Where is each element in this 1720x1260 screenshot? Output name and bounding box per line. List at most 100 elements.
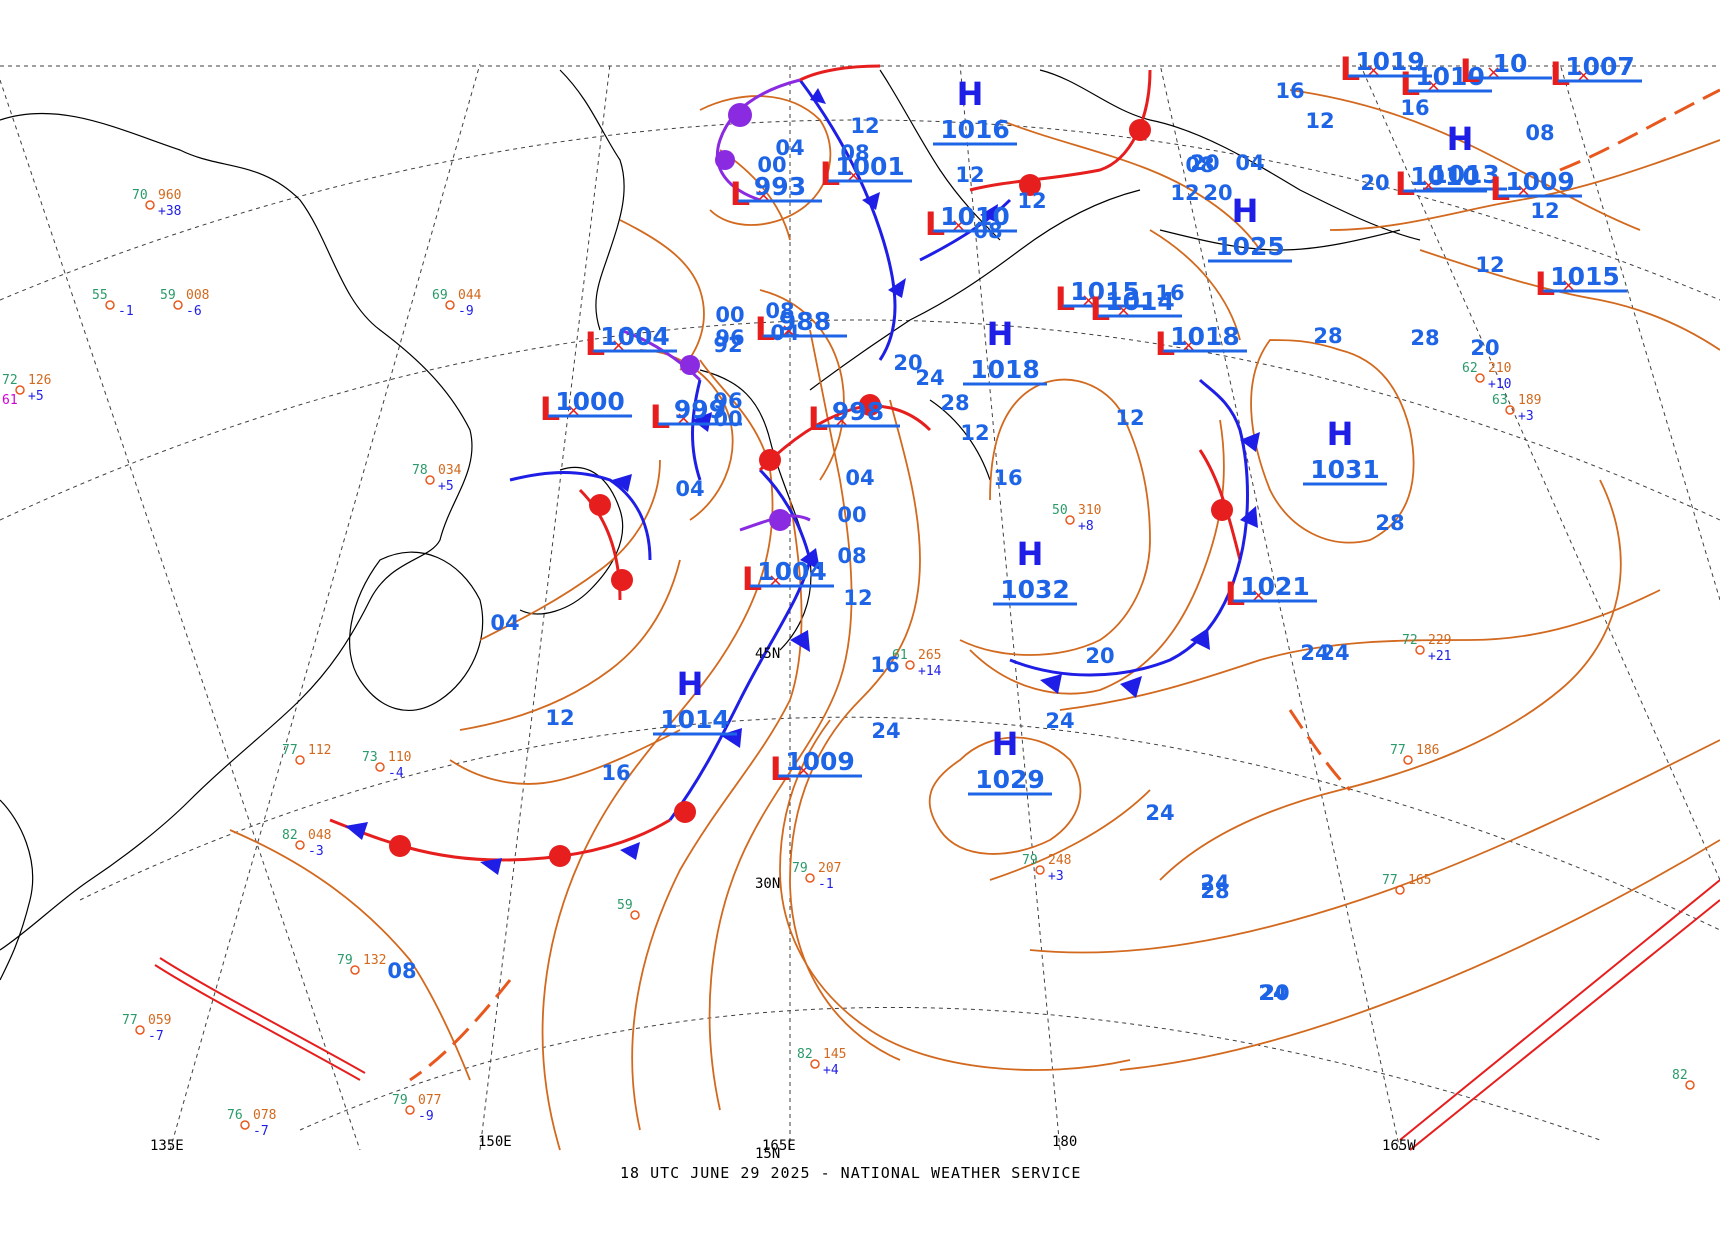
low-letter: L	[808, 400, 828, 438]
low-letter: L	[1340, 50, 1360, 88]
isobar-label: 24	[1320, 641, 1349, 665]
low-letter: L	[650, 398, 670, 436]
low-letter: L	[755, 310, 775, 348]
station-temp: 59	[617, 898, 633, 913]
station-plot: 82 048-3	[282, 828, 331, 859]
isobar-label: 12	[1017, 189, 1046, 213]
station-tendency: -4	[388, 766, 404, 781]
station-pressure: 145	[823, 1047, 846, 1062]
station-circle-icon	[1505, 405, 1515, 415]
station-temp: 82	[797, 1047, 813, 1062]
low-pressure-center: L ×1009	[770, 747, 862, 788]
isobar-label: 16	[1155, 281, 1184, 305]
low-pressure-center: L ×993	[730, 172, 822, 213]
high-letter: H	[1447, 120, 1474, 158]
center-pressure: 1014	[1105, 287, 1175, 316]
center-pressure: 1029	[975, 765, 1045, 794]
isobar-label: 16	[993, 466, 1022, 490]
isobar-label: 24	[1258, 981, 1287, 1005]
low-pressure-center: L ×1009	[1490, 167, 1582, 208]
station-pressure: 078	[253, 1108, 276, 1123]
station-temp: 72	[1402, 633, 1418, 648]
low-pressure-center: L ×988	[755, 307, 847, 348]
isobar-label: 12	[1530, 199, 1559, 223]
low-letter: L	[1460, 52, 1480, 90]
isobar-label: 20	[1260, 981, 1289, 1005]
low-pressure-center: L ×1015	[1055, 277, 1147, 318]
low-pressure-center: L ×1010	[1395, 162, 1487, 203]
station-tendency: +4	[823, 1063, 839, 1078]
isobar-label: 16	[870, 653, 899, 677]
low-letter: L	[1490, 170, 1510, 208]
grid-label-45n: 45N	[755, 646, 780, 662]
hatched-line	[1399, 879, 1720, 1151]
isobars	[229, 89, 1720, 1151]
isobar-label: 24	[915, 366, 944, 390]
station-plot: 70 960+38	[132, 188, 181, 219]
center-pressure: 1032	[1000, 575, 1070, 604]
center-pressure: 1015	[1550, 262, 1620, 291]
center-pressure: 1009	[1505, 167, 1575, 196]
station-circle-icon	[630, 910, 640, 920]
troughs	[409, 88, 1720, 1082]
isobar-label: 16	[1400, 96, 1429, 120]
isobar-label: 20	[1085, 644, 1114, 668]
station-temp: 82	[282, 828, 298, 843]
station-circle-icon	[173, 300, 183, 310]
station-temp: 61	[892, 648, 908, 663]
isobar-label: 08	[1525, 121, 1554, 145]
station-circle-icon	[295, 755, 305, 765]
isobar-label: 04	[775, 136, 804, 160]
station-pressure: 229	[1428, 633, 1451, 648]
center-pressure: 993	[754, 172, 806, 201]
isobar-label: 28	[1313, 324, 1342, 348]
station-pressure: 112	[308, 743, 331, 758]
grid-label-15n: 15N	[755, 1146, 780, 1162]
isobar-label: 08	[1185, 153, 1214, 177]
station-circle-icon	[135, 1025, 145, 1035]
station-pressure: 077	[418, 1093, 441, 1108]
isobar-label: 20	[1360, 171, 1389, 195]
isobar-label: 08	[837, 544, 866, 568]
isobar-label: 12	[850, 114, 879, 138]
station-temp: 82	[1672, 1068, 1688, 1083]
high-letter: H	[957, 75, 984, 113]
station-temp: 70	[132, 188, 148, 203]
isobar-label: 04	[675, 477, 704, 501]
center-pressure: 1018	[1170, 322, 1240, 351]
low-pressure-center: L ×1004	[742, 557, 834, 598]
station-temp: 77	[122, 1013, 138, 1028]
station-circle-icon	[905, 660, 915, 670]
low-pressure-center: L ×1019	[1340, 47, 1432, 88]
station-circle-icon	[240, 1120, 250, 1130]
low-pressure-center: L ×1018	[1155, 322, 1247, 363]
isobar-label: 28	[1200, 879, 1229, 903]
isobar-label: 92	[713, 333, 742, 357]
station-circle-icon	[145, 200, 155, 210]
station-tendency: -7	[253, 1124, 269, 1139]
station-tendency: +8	[1078, 519, 1094, 534]
center-pressure: 1021	[1240, 572, 1310, 601]
station-circle-icon	[445, 300, 455, 310]
station-plot: 82	[1672, 1068, 1695, 1090]
station-tendency: +5	[28, 389, 44, 404]
isobar-label: 12	[843, 586, 872, 610]
high-letter: H	[677, 665, 704, 703]
station-plot: 72 61 126+5	[2, 373, 51, 408]
station-tendency: +14	[918, 664, 942, 679]
station-plot: 61 265+14	[892, 648, 942, 679]
station-pressure: 132	[363, 953, 386, 968]
grid-label-165w: 165W	[1382, 1138, 1416, 1154]
grid-label-180: 180	[1052, 1134, 1077, 1150]
low-pressure-center: L ×1007	[1550, 52, 1642, 93]
station-circle-icon	[1065, 515, 1075, 525]
isobar-label: 08	[387, 959, 416, 983]
isobar-label: 28	[1410, 326, 1439, 350]
station-tendency: -1	[118, 304, 134, 319]
isobar-label: 24	[1145, 801, 1174, 825]
station-plot: 77 186	[1390, 743, 1439, 765]
station-temp: 69	[432, 288, 448, 303]
